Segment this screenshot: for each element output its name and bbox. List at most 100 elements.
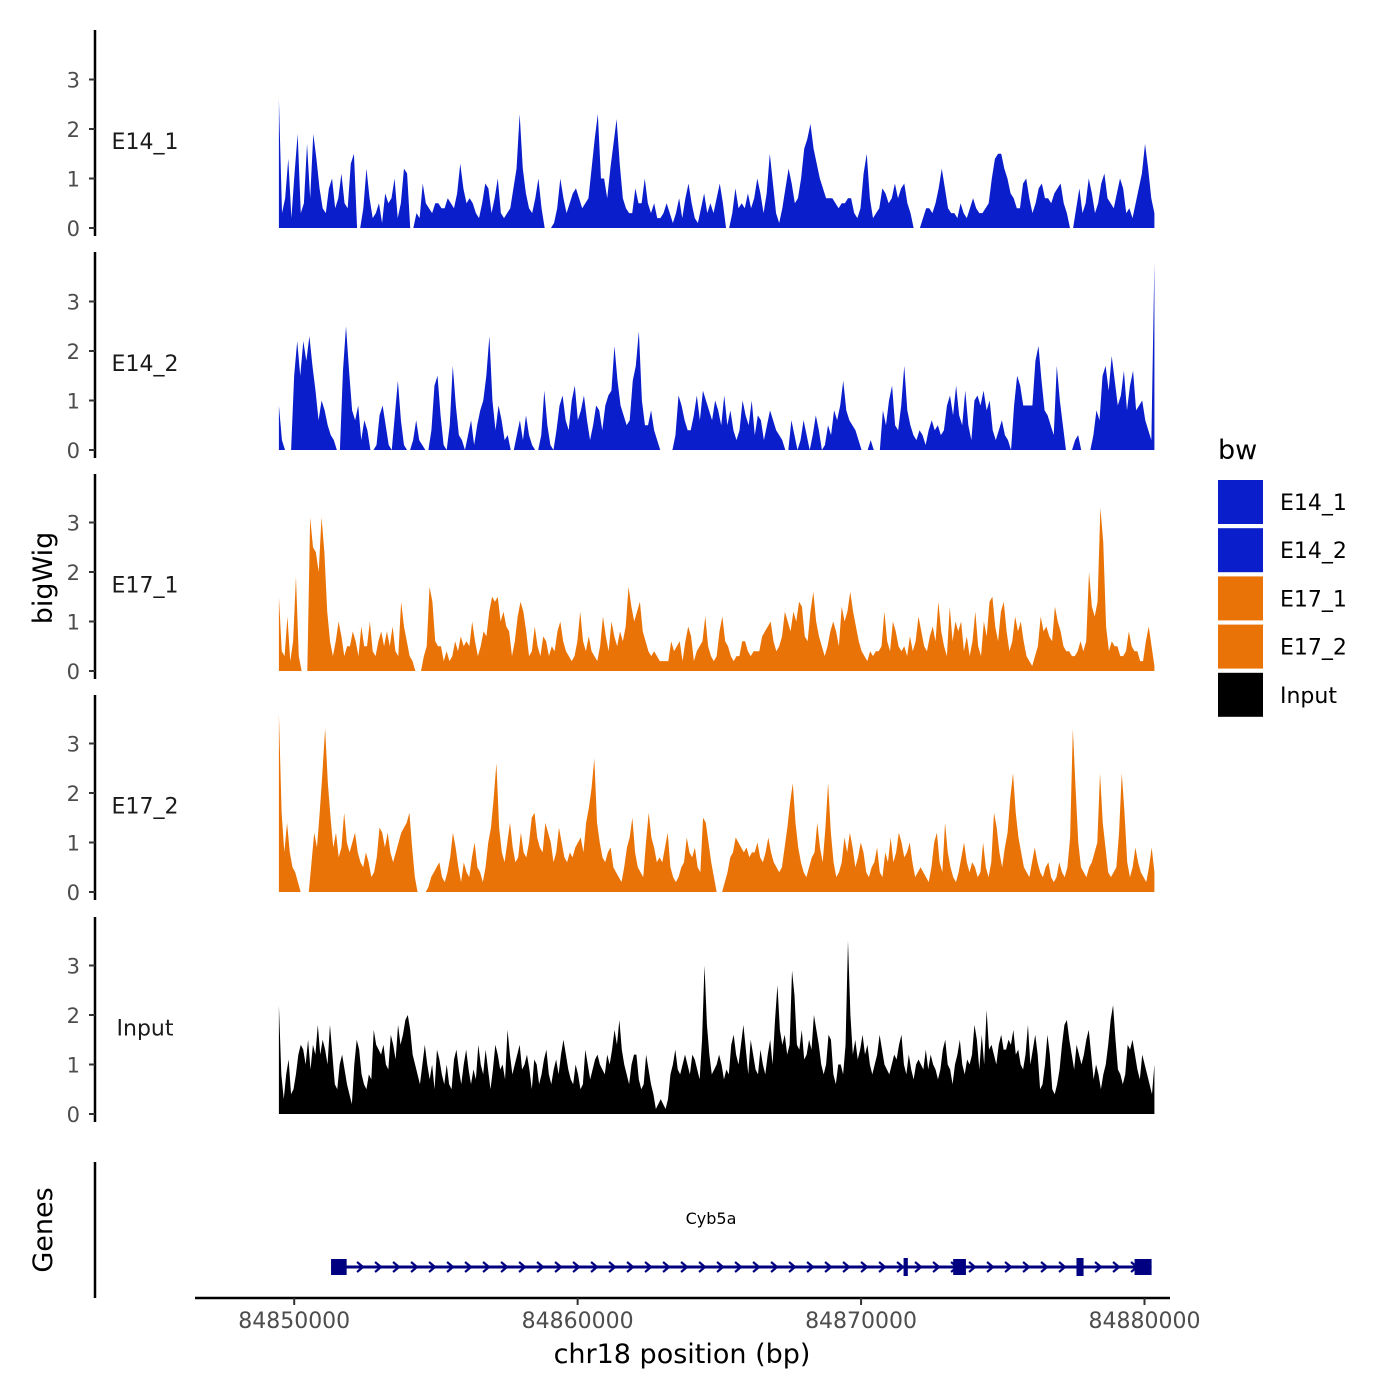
strand-arrow <box>572 1261 581 1273</box>
signal-area-E14_1 <box>278 99 1155 228</box>
strand-arrow <box>662 1261 671 1273</box>
track-label-E14_1: E14_1 <box>112 130 179 155</box>
legend-label-E17_1: E17_1 <box>1280 587 1347 612</box>
panel-E14_2: 0 1 2 3 E14_2 <box>67 252 1155 463</box>
strand-arrow <box>482 1261 491 1273</box>
strand-arrow <box>356 1261 365 1273</box>
x-tick-label: 84870000 <box>805 1309 917 1334</box>
strand-arrow <box>824 1261 833 1273</box>
panel-E17_1: 0 1 2 3 E17_1 <box>67 474 1155 684</box>
strand-arrow <box>698 1261 707 1273</box>
strand-arrow <box>680 1261 689 1273</box>
strand-arrow <box>896 1261 905 1273</box>
x-tick-label: 84860000 <box>522 1309 634 1334</box>
track-label-E17_2: E17_2 <box>112 795 179 820</box>
legend-label-E17_2: E17_2 <box>1280 636 1347 661</box>
strand-arrow <box>644 1261 653 1273</box>
y-tick-label: 1 <box>67 832 80 856</box>
legend-swatch-E14_2 <box>1218 528 1263 573</box>
y-tick-label: 2 <box>67 561 80 585</box>
legend-swatch-Input <box>1218 672 1263 717</box>
genes-track: Genes Cyb5a <box>28 1162 1152 1298</box>
strand-arrow <box>1058 1261 1067 1273</box>
strand-arrow <box>392 1261 401 1273</box>
x-tick-label: 84880000 <box>1088 1309 1200 1334</box>
strand-arrow <box>464 1261 473 1273</box>
signal-area-E14_2 <box>278 261 1155 450</box>
legend-label-E14_2: E14_2 <box>1280 539 1347 564</box>
y-tick-label: 0 <box>67 881 80 905</box>
track-label-E14_2: E14_2 <box>112 352 179 377</box>
x-axis: 84850000 84860000 84870000 84880000 <box>195 1296 1200 1334</box>
y-tick-label: 1 <box>67 390 80 414</box>
strand-arrow <box>590 1261 599 1273</box>
strand-arrow <box>374 1261 383 1273</box>
strand-arrow <box>770 1261 779 1273</box>
strand-arrow <box>608 1261 617 1273</box>
strand-arrow <box>932 1261 941 1273</box>
exon <box>903 1258 908 1276</box>
strand-arrow <box>1040 1261 1049 1273</box>
strand-arrow <box>860 1261 869 1273</box>
exon <box>1076 1258 1084 1276</box>
y-tick-label: 3 <box>67 512 80 536</box>
strand-arrow <box>1094 1261 1103 1273</box>
legend-swatch-E17_2 <box>1218 624 1263 669</box>
strand-arrow <box>1022 1261 1031 1273</box>
strand-arrow <box>986 1261 995 1273</box>
legend: bw E14_1 E14_2 E17_1 E17_2 Input <box>1218 435 1347 717</box>
panel-Input: 0 1 2 3 Input <box>67 917 1155 1127</box>
y-tick-label: 0 <box>67 217 80 241</box>
y-tick-label: 3 <box>67 955 80 979</box>
strand-arrow <box>878 1261 887 1273</box>
track-label-Input: Input <box>117 1017 174 1042</box>
track-label-E17_1: E17_1 <box>112 574 179 599</box>
genes-track-title: Genes <box>28 1187 59 1272</box>
strand-arrow <box>914 1261 923 1273</box>
signal-panels: 0 1 2 3 E14_1 0 1 2 3 E14_2 0 1 2 3 E17_1 0 1 2 3 E17_2 0 1 2 3… <box>67 30 1155 1127</box>
legend-label-E14_1: E14_1 <box>1280 491 1347 516</box>
signal-area-E17_1 <box>278 507 1155 671</box>
legend-swatch-E17_1 <box>1218 576 1263 621</box>
strand-arrow <box>518 1261 527 1273</box>
y-tick-label: 0 <box>67 439 80 463</box>
strand-arrow <box>806 1261 815 1273</box>
y-tick-label: 1 <box>67 611 80 635</box>
y-axis-title: bigWig <box>28 532 59 625</box>
strand-arrow <box>788 1261 797 1273</box>
y-tick-label: 3 <box>67 69 80 93</box>
x-axis-title: chr18 position (bp) <box>554 1339 811 1370</box>
y-tick-label: 2 <box>67 118 80 142</box>
legend-title: bw <box>1218 435 1257 466</box>
y-tick-label: 3 <box>67 733 80 757</box>
x-tick-label: 84850000 <box>238 1309 350 1334</box>
gene-model <box>331 1258 1152 1276</box>
y-tick-label: 2 <box>67 782 80 806</box>
y-tick-label: 1 <box>67 1054 80 1078</box>
strand-arrow <box>428 1261 437 1273</box>
exon <box>331 1259 347 1275</box>
y-tick-label: 0 <box>67 660 80 684</box>
exon <box>953 1259 966 1275</box>
strand-arrow <box>716 1261 725 1273</box>
strand-arrow <box>626 1261 635 1273</box>
y-tick-label: 3 <box>67 291 80 315</box>
strand-arrow <box>500 1261 509 1273</box>
strand-arrow <box>734 1261 743 1273</box>
strand-arrow <box>842 1261 851 1273</box>
strand-arrow <box>446 1261 455 1273</box>
strand-arrow <box>554 1261 563 1273</box>
panel-E17_2: 0 1 2 3 E17_2 <box>67 695 1155 905</box>
strand-arrow <box>1004 1261 1013 1273</box>
legend-swatch-E14_1 <box>1218 480 1263 524</box>
y-tick-label: 2 <box>67 340 80 364</box>
strand-arrow <box>536 1261 545 1273</box>
y-tick-label: 1 <box>67 168 80 192</box>
signal-area-Input <box>278 940 1155 1114</box>
y-tick-label: 2 <box>67 1004 80 1028</box>
exon <box>1134 1259 1152 1275</box>
signal-area-E17_2 <box>278 713 1155 892</box>
strand-arrow <box>968 1261 977 1273</box>
strand-arrow <box>410 1261 419 1273</box>
